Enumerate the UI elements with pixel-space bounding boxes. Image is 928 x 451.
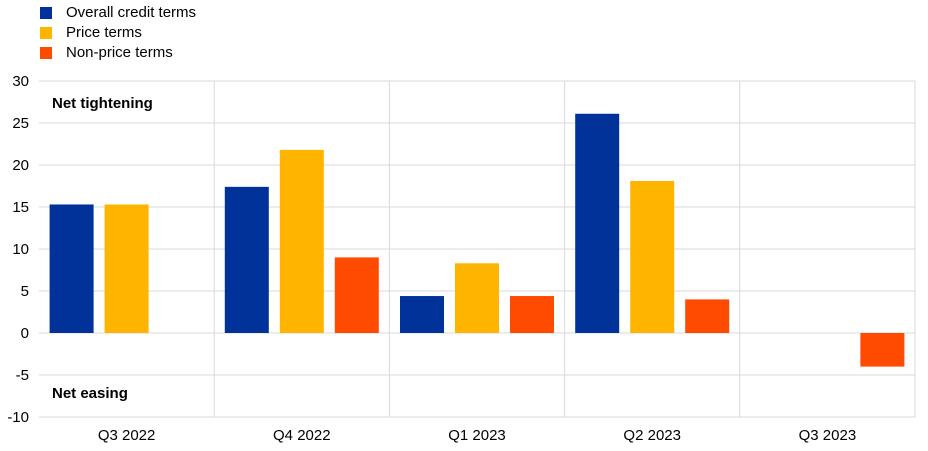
x-tick-label: Q3 2022 <box>98 427 156 444</box>
x-tick-label: Q4 2022 <box>273 427 331 444</box>
bar-overall-credit-terms-1 <box>224 186 269 333</box>
bar-overall-credit-terms-0 <box>49 204 94 333</box>
legend-item-non-price-terms: Non-price terms <box>40 43 196 63</box>
y-tick-label: 10 <box>12 241 29 258</box>
legend-label-non-price-terms: Non-price terms <box>66 44 173 61</box>
bar-non-price-terms-2 <box>510 296 554 333</box>
legend-swatch-price-terms <box>40 27 52 39</box>
annotation-net-tightening: Net tightening <box>52 95 153 112</box>
y-tick-label: -10 <box>7 409 29 426</box>
bar-price-terms-1 <box>279 149 324 333</box>
y-tick-label: 25 <box>12 115 29 132</box>
legend: Overall credit terms Price terms Non-pri… <box>40 3 196 63</box>
x-tick-label: Q2 2023 <box>623 427 681 444</box>
y-tick-label: 30 <box>12 73 29 90</box>
y-tick-label: 15 <box>12 199 29 216</box>
y-tick-label: 0 <box>21 325 29 342</box>
bar-price-terms-0 <box>104 204 149 333</box>
bar-price-terms-3 <box>630 180 675 333</box>
legend-swatch-overall-credit-terms <box>40 7 52 19</box>
x-tick-label: Q3 2023 <box>799 427 857 444</box>
legend-item-price-terms: Price terms <box>40 23 196 43</box>
bar-overall-credit-terms-3 <box>575 113 620 333</box>
y-tick-label: 5 <box>21 283 29 300</box>
y-tick-label: -5 <box>16 367 29 384</box>
legend-swatch-non-price-terms <box>40 47 52 59</box>
y-tick-label: 20 <box>12 157 29 174</box>
legend-label-price-terms: Price terms <box>66 24 142 41</box>
bar-non-price-terms-1 <box>334 257 379 333</box>
annotation-net-easing: Net easing <box>52 385 128 402</box>
legend-item-overall-credit-terms: Overall credit terms <box>40 3 196 23</box>
bar-non-price-terms-4 <box>860 333 905 367</box>
bar-non-price-terms-3 <box>685 299 730 333</box>
bar-overall-credit-terms-2 <box>400 296 444 333</box>
bar-price-terms-2 <box>455 263 499 333</box>
legend-label-overall-credit-terms: Overall credit terms <box>66 4 197 21</box>
x-tick-label: Q1 2023 <box>448 427 506 444</box>
